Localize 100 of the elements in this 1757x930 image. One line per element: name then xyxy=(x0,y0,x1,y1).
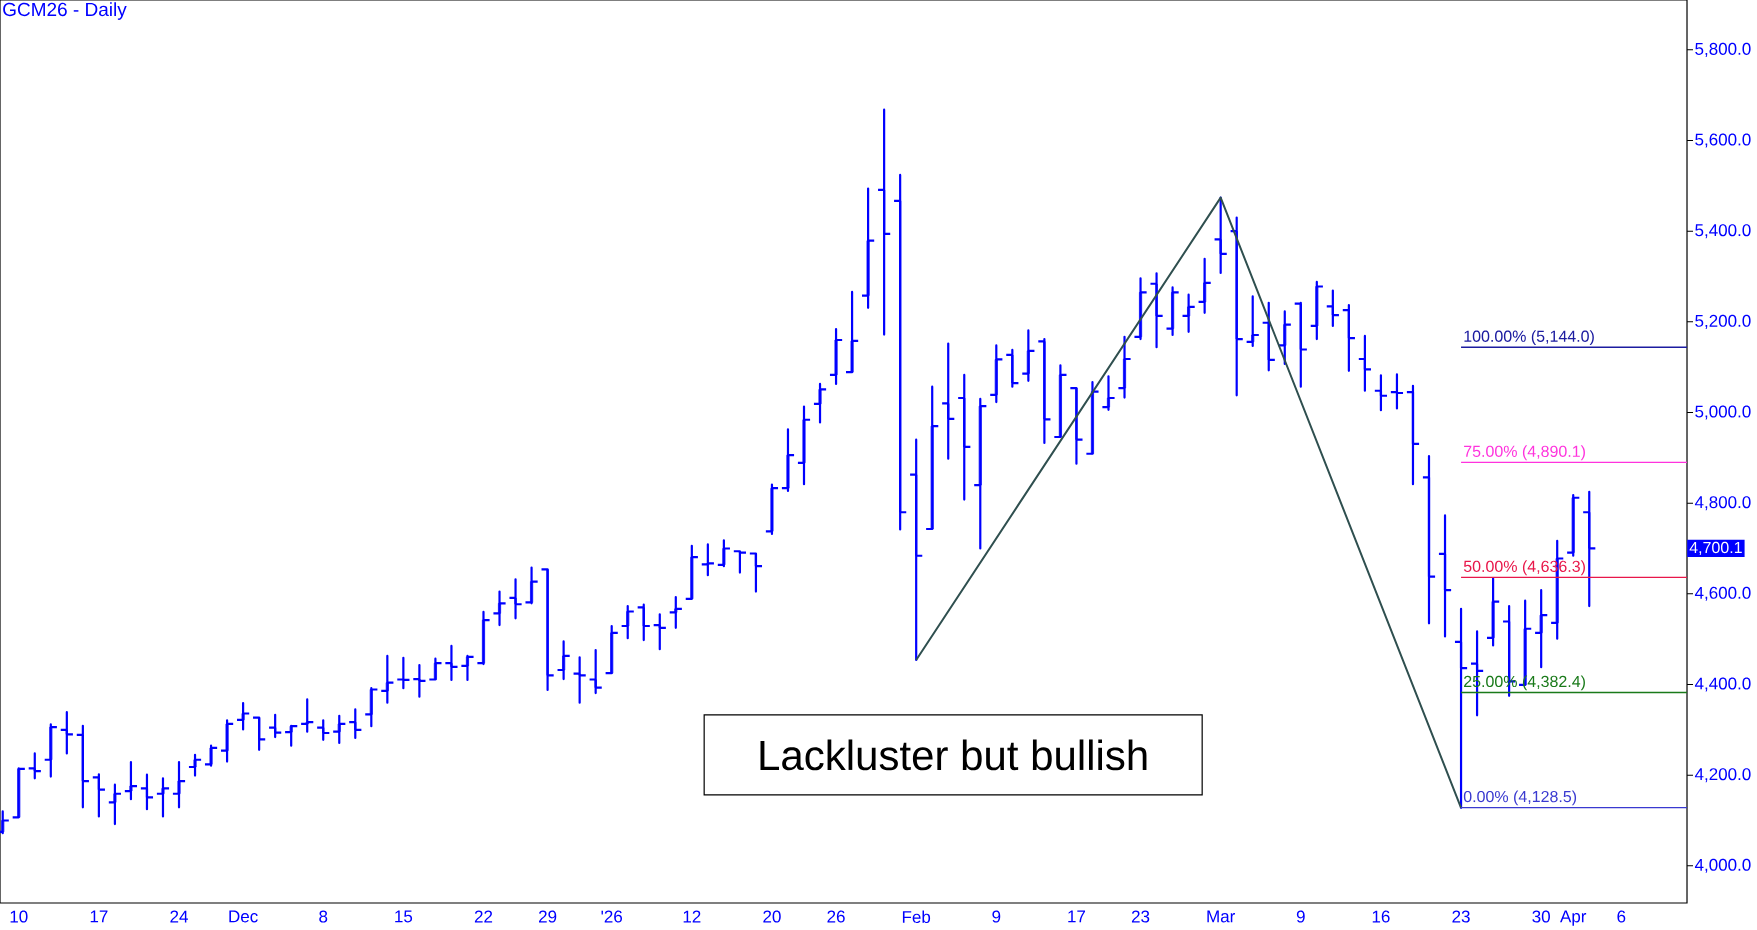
y-tick-label: 4,600.0 xyxy=(1694,586,1751,601)
candlestick xyxy=(1325,289,1341,328)
x-tick-label: Apr xyxy=(1560,910,1587,926)
candlestick xyxy=(588,648,603,695)
candlestick xyxy=(828,328,844,386)
candlestick xyxy=(860,187,876,309)
candlestick xyxy=(1437,514,1453,638)
x-tick-label: Feb xyxy=(902,910,931,924)
x-tick-label: 23 xyxy=(1131,910,1150,923)
x-tick-label: 22 xyxy=(474,910,493,923)
x-tick-label: 17 xyxy=(1068,910,1086,923)
candlestick xyxy=(1373,374,1389,412)
candlestick xyxy=(1309,280,1325,341)
annotation: Lackluster but bullish xyxy=(760,739,1147,771)
candlestick xyxy=(780,428,796,493)
candlestick xyxy=(1566,493,1581,557)
candlestick xyxy=(123,760,139,801)
candlestick xyxy=(1149,272,1164,349)
candlestick xyxy=(1005,348,1020,388)
candlestick xyxy=(1389,373,1405,410)
candlestick xyxy=(1229,216,1244,397)
x-tick-label: 8 xyxy=(319,910,328,923)
candlestick xyxy=(508,578,523,620)
candlestick xyxy=(1357,334,1373,392)
candlestick xyxy=(876,108,892,336)
candlestick xyxy=(1341,303,1357,372)
x-tick-label: 12 xyxy=(683,910,701,923)
candlestick xyxy=(107,783,123,826)
x-tick-label: Dec xyxy=(229,910,258,923)
y-tick-label: 5,200.0 xyxy=(1695,314,1751,329)
candlestick xyxy=(59,711,75,755)
candlestick xyxy=(620,604,635,640)
text: 4,700.1 xyxy=(1689,541,1742,556)
candlestick xyxy=(700,543,716,577)
candlestick xyxy=(1197,257,1212,314)
candlestick xyxy=(171,760,187,809)
ref-line-label: 100.00% (5,144.0) xyxy=(1464,330,1594,346)
candlestick xyxy=(1037,337,1052,444)
candlestick xyxy=(75,724,91,809)
y-tick-label: 4,000.0 xyxy=(1694,858,1751,873)
candlestick xyxy=(300,698,315,733)
ref-line-label: 75.00% (4,890.1) xyxy=(1464,445,1585,461)
candlestick xyxy=(636,603,651,642)
candlestick xyxy=(155,777,171,818)
candlestick xyxy=(1021,329,1036,382)
candlestick xyxy=(989,344,1004,404)
candlestick xyxy=(412,663,427,698)
candlestick xyxy=(1533,589,1549,669)
candlestick xyxy=(1245,295,1260,347)
y-tick-label: 5,600.0 xyxy=(1695,133,1751,148)
x-tick-label: 24 xyxy=(170,910,188,923)
candlestick xyxy=(91,773,107,818)
candlestick xyxy=(796,405,812,486)
candlestick xyxy=(957,373,972,501)
candlestick xyxy=(1421,454,1437,625)
x-tick-label: 26 xyxy=(827,910,845,923)
chart-title: GCM26 - Daily xyxy=(3,2,127,20)
candlestick xyxy=(316,719,331,741)
candlestick xyxy=(380,654,395,704)
y-tick-label: 5,000.0 xyxy=(1695,405,1751,420)
candlestick xyxy=(1261,301,1276,372)
candlestick xyxy=(1485,577,1501,647)
candlestick xyxy=(139,773,155,811)
y-tick-label: 5,400.0 xyxy=(1695,224,1751,239)
candlestick xyxy=(332,714,347,745)
candlestick xyxy=(572,656,587,704)
candlestick xyxy=(219,719,235,763)
x-tick-label: 23 xyxy=(1452,910,1470,923)
candlestick xyxy=(1277,310,1292,366)
y-tick-label: 4,200.0 xyxy=(1694,768,1751,783)
candlestick xyxy=(812,382,828,424)
x-tick-label: 9 xyxy=(1296,910,1305,923)
x-tick-label: 10 xyxy=(10,910,28,923)
candlestick xyxy=(1181,293,1196,333)
ref-line-label: 0.00% (4,128.5) xyxy=(1463,790,1577,806)
y-tick-label: 4,400.0 xyxy=(1694,677,1751,692)
candlestick xyxy=(941,342,956,460)
x-tick-label: 17 xyxy=(90,910,108,923)
candlestick xyxy=(1117,335,1132,399)
candlestick xyxy=(556,640,571,681)
candlestick xyxy=(892,173,908,531)
candlestick xyxy=(1405,384,1421,486)
candlestick xyxy=(668,595,683,629)
x-tick-label: 9 xyxy=(992,910,1001,923)
x-tick-label: 15 xyxy=(395,910,413,923)
candlestick xyxy=(267,713,283,739)
candlestick xyxy=(444,644,459,682)
candlestick xyxy=(908,438,924,662)
x-tick-label: 30 xyxy=(1532,910,1550,923)
candlestick xyxy=(492,590,507,627)
candlestick xyxy=(1165,286,1180,337)
candlestick xyxy=(764,483,780,536)
y-tick-label: 4,800.0 xyxy=(1694,496,1751,511)
x-tick-label: Mar xyxy=(1207,910,1236,923)
x-tick-label: 20 xyxy=(763,910,781,923)
candlestick xyxy=(348,708,363,740)
candlestick xyxy=(235,701,251,731)
candlestick xyxy=(187,753,203,777)
candlestick xyxy=(652,613,667,651)
candlestick xyxy=(27,752,42,780)
